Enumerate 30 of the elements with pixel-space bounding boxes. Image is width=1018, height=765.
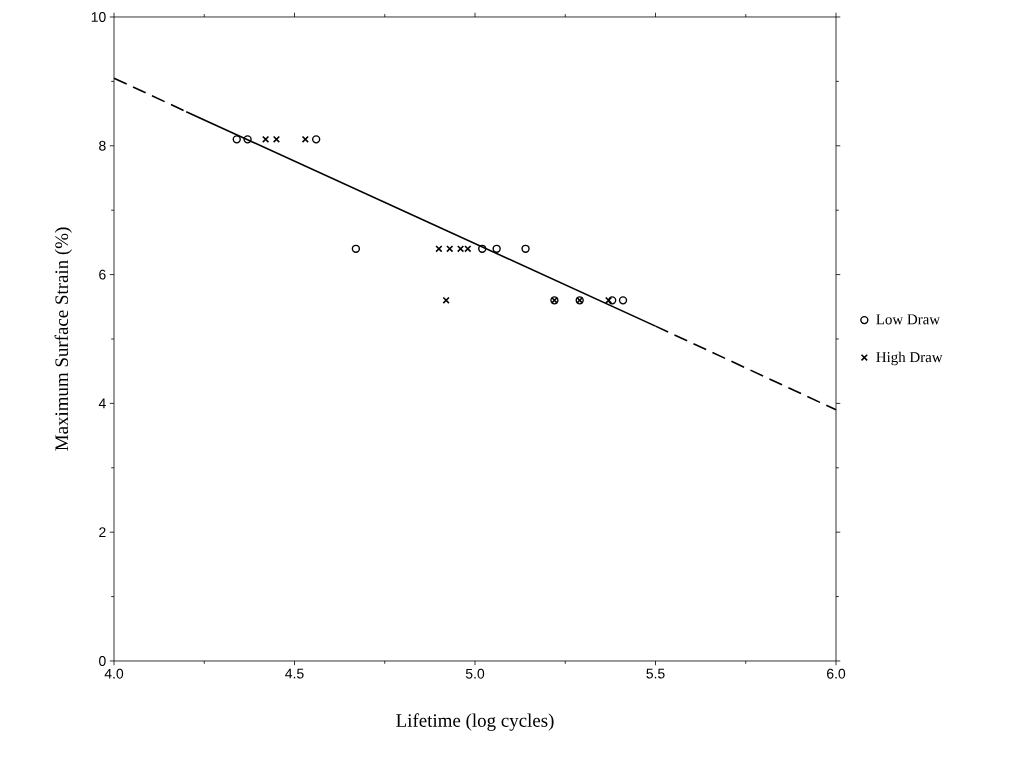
point <box>311 135 321 144</box>
point <box>262 135 270 143</box>
x-tick-label: 5.0 <box>465 668 485 679</box>
y-tick-label: 2 <box>99 527 106 538</box>
point <box>232 135 241 144</box>
y-tick-label: 8 <box>99 140 106 151</box>
legend-label: Low Draw <box>876 314 941 325</box>
y-tick-label: 10 <box>91 12 106 22</box>
point <box>301 135 309 143</box>
y-axis-title: Maximum Surface Strain (%) <box>54 227 72 451</box>
point <box>351 244 361 254</box>
point <box>435 245 443 253</box>
y-tick-label: 4 <box>98 398 106 409</box>
point <box>492 244 501 254</box>
x-tick-label: 6.0 <box>827 668 846 679</box>
legend-label: High Draw <box>876 351 943 366</box>
point <box>446 245 454 253</box>
point <box>604 296 613 304</box>
point <box>272 135 281 143</box>
point <box>478 244 487 254</box>
point <box>618 296 628 305</box>
x-axis-title: Lifetime (log cycles) <box>396 713 554 731</box>
y-tick-label: 6 <box>99 269 106 280</box>
point <box>521 244 530 254</box>
x-tick-label: 4.5 <box>285 668 304 679</box>
y-tick-label: 0 <box>99 656 106 666</box>
x-tick-label: 5.5 <box>646 668 665 679</box>
point <box>608 296 617 305</box>
x-tick-label: 4.0 <box>104 668 124 679</box>
point <box>243 135 252 144</box>
